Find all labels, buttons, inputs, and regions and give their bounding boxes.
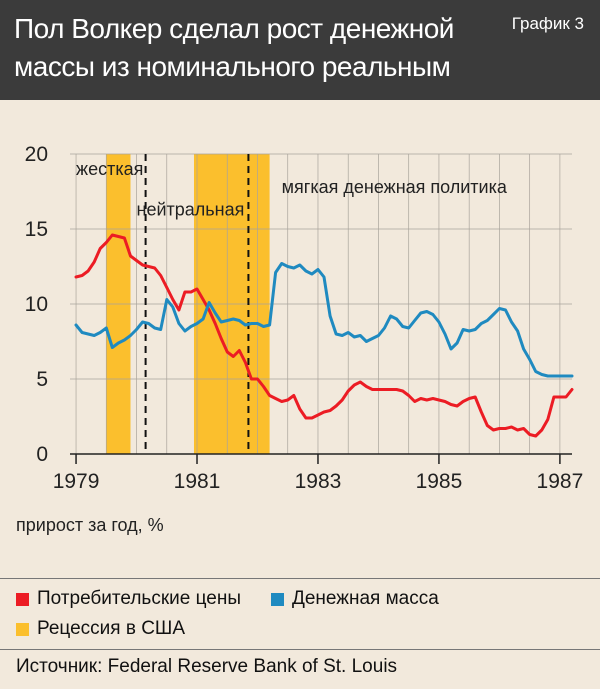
source-note: Источник: Federal Reserve Bank of St. Lo… (16, 656, 398, 677)
policy-label: мягкая денежная политика (282, 177, 508, 197)
cpi-series-line (74, 233, 574, 438)
recession-swatch (16, 622, 29, 636)
y-tick-label: 20 (25, 143, 48, 166)
chart-number-badge: График 3 (511, 14, 584, 33)
policy-label: нейтральная (137, 200, 245, 220)
y-tick-label: 0 (36, 443, 48, 466)
x-tick-label: 1979 (53, 470, 100, 493)
money-series-line (74, 262, 574, 378)
y-tick-label: 15 (25, 218, 48, 241)
legend-recession-label: Рецессия в США (37, 618, 186, 639)
legend-row-1: Потребительские цены Денежная масса (16, 588, 439, 610)
x-tick-label: 1981 (174, 470, 221, 493)
y-tick-label: 5 (36, 368, 48, 391)
cpi-swatch (16, 592, 29, 606)
money-swatch (271, 592, 284, 606)
x-tick-label: 1983 (295, 470, 342, 493)
chart-title: Пол Волкер сделал рост денежной массы из… (14, 13, 454, 82)
y-tick-label: 10 (25, 293, 48, 316)
policy-label: жесткая (76, 159, 143, 179)
legend-row-2: Рецессия в США (16, 618, 185, 640)
header: Пол Волкер сделал рост денежной массы из… (0, 0, 600, 100)
y-unit-label: прирост за год, % (16, 515, 164, 535)
x-tick-label: 1987 (537, 470, 584, 493)
line-chart: 0 5 10 15 20 1979 1981 1983 1985 1987 жесткая нейт… (25, 143, 584, 493)
x-tick-label: 1985 (416, 470, 463, 493)
legend-cpi-label: Потребительские цены (37, 588, 241, 609)
divider (0, 649, 600, 650)
legend-money-label: Денежная масса (292, 588, 439, 609)
divider (0, 578, 600, 579)
